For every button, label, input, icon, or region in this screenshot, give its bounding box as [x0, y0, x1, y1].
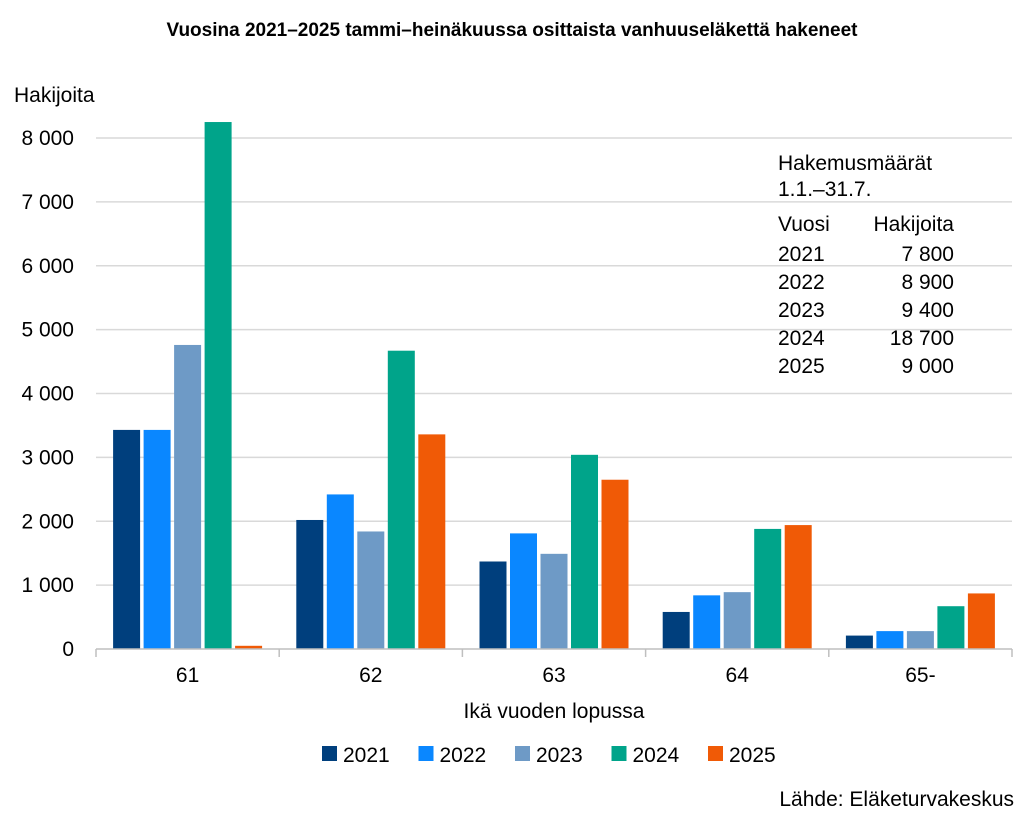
- bar-2025-65-: [967, 593, 995, 649]
- legend-label-2022: 2022: [440, 744, 487, 767]
- bar-2021-61: [113, 429, 141, 649]
- x-axis: [95, 648, 1013, 657]
- chart-title: Vuosina 2021–2025 tammi–heinäkuussa osit…: [166, 20, 858, 41]
- legend-swatch-2024: [611, 746, 627, 761]
- bar-2022-64: [693, 595, 721, 649]
- y-tick-label: 3 000: [21, 446, 74, 469]
- table-row-year: 2023: [778, 299, 825, 322]
- bar-2022-61: [143, 429, 171, 649]
- legend-label-2023: 2023: [536, 744, 583, 767]
- table-row-year: 2021: [778, 243, 825, 266]
- bar-2022-65-: [876, 631, 904, 649]
- x-tick-label: 65-: [905, 664, 935, 687]
- bar-2021-65-: [845, 635, 873, 649]
- bar-2022-63: [510, 533, 537, 649]
- table-row-count: 7 800: [901, 243, 954, 266]
- legend-swatch-2021: [322, 746, 337, 761]
- table-row-year: 2025: [778, 355, 825, 378]
- table-title: Hakemusmäärät: [778, 152, 932, 175]
- bar-2023-61: [174, 344, 202, 649]
- y-tick-label: 6 000: [21, 255, 74, 278]
- bars: [113, 122, 995, 649]
- bar-2022-62: [326, 494, 354, 649]
- bar-2024-63: [571, 454, 598, 649]
- x-tick-label: 62: [359, 664, 382, 687]
- bar-2025-64: [784, 525, 812, 649]
- bar-2024-65-: [937, 606, 965, 649]
- bar-2023-64: [723, 592, 751, 649]
- bar-2023-65-: [906, 631, 934, 649]
- bar-2025-61: [235, 645, 263, 649]
- table-subtitle: 1.1.–31.7.: [778, 178, 871, 201]
- y-tick-label: 1 000: [21, 574, 74, 597]
- y-tick-label: 7 000: [21, 191, 74, 214]
- x-axis-ticks: 61 62 63 64 65-: [176, 664, 936, 687]
- legend-label-2024: 2024: [633, 744, 680, 767]
- legend-swatch-2025: [708, 746, 723, 761]
- x-tick-label: 63: [542, 664, 565, 687]
- table-row-count: 9 400: [901, 299, 954, 322]
- table-row-year: 2024: [778, 327, 825, 350]
- y-axis-label: Hakijoita: [14, 84, 95, 107]
- bar-2023-62: [357, 531, 385, 649]
- y-axis-ticks: 0 1 000 2 000 3 000 4 000 5 000 6 000 7 000 8 00…: [21, 127, 74, 661]
- table-row-year: 2022: [778, 271, 825, 294]
- x-tick-label: 61: [176, 664, 199, 687]
- table-header-count: Hakijoita: [873, 213, 954, 236]
- legend-label-2025: 2025: [729, 744, 776, 767]
- bar-2021-62: [296, 519, 324, 649]
- y-tick-label: 2 000: [21, 510, 74, 533]
- legend: 2021 2022 2023 2024 2025: [322, 744, 776, 767]
- table-header-year: Vuosi: [778, 213, 830, 236]
- legend-swatch-2023: [515, 746, 530, 761]
- table-row-count: 9 000: [901, 355, 954, 378]
- bar-2024-64: [754, 528, 782, 649]
- y-tick-label: 5 000: [21, 319, 74, 342]
- gridlines: [96, 137, 1012, 586]
- bar-2023-63: [540, 553, 568, 649]
- x-tick-label: 64: [726, 664, 750, 687]
- legend-label-2021: 2021: [343, 744, 390, 767]
- table-row-count: 8 900: [901, 271, 954, 294]
- y-tick-label: 0: [62, 638, 74, 661]
- bar-2021-63: [479, 561, 507, 649]
- x-axis-label: Ikä vuoden lopussa: [464, 700, 645, 723]
- bar-2025-63: [601, 479, 629, 649]
- y-tick-label: 4 000: [21, 383, 74, 406]
- summary-table: Hakemusmäärät 1.1.–31.7. Vuosi Hakijoita 202…: [778, 152, 954, 378]
- bar-2021-64: [662, 611, 690, 649]
- bar-2024-62: [387, 350, 415, 649]
- source-note: Lähde: Eläketurvakeskus: [779, 788, 1014, 811]
- legend-swatch-2022: [418, 746, 434, 761]
- bar-2024-61: [204, 122, 232, 649]
- bar-2025-62: [418, 434, 446, 649]
- y-tick-label: 8 000: [21, 127, 74, 150]
- table-row-count: 18 700: [890, 327, 954, 350]
